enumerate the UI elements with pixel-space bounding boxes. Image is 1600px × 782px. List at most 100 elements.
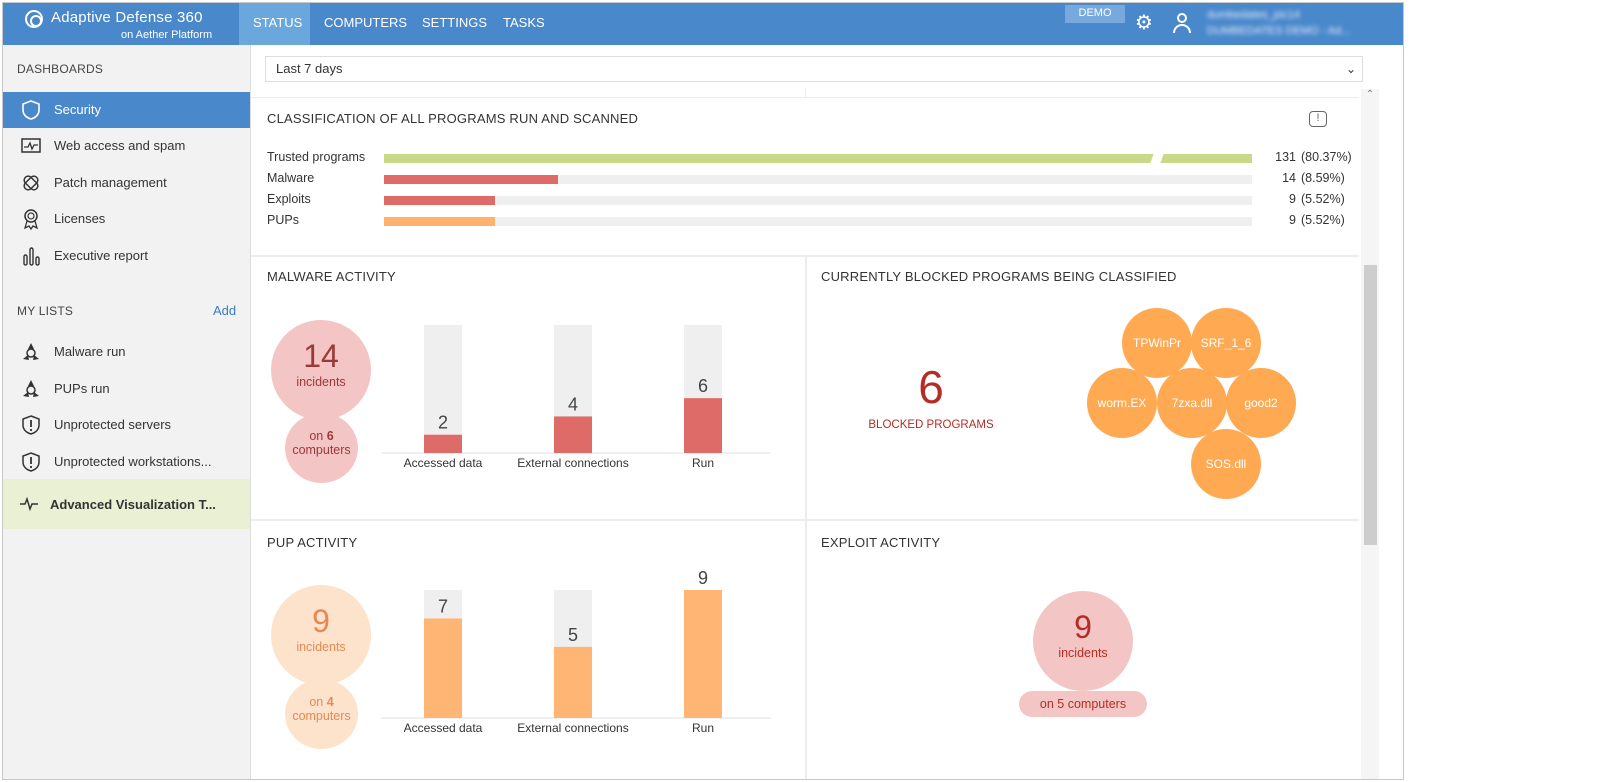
sidebar-item-malware-run[interactable]: Malware run xyxy=(3,334,250,370)
info-icon[interactable]: ! xyxy=(1309,111,1327,127)
blocked-program-bubble[interactable]: 7zxa.dll xyxy=(1157,368,1227,438)
exploit-incidents-circle[interactable]: 9 incidents xyxy=(1033,591,1133,691)
blocked-program-bubble[interactable]: good2 xyxy=(1226,368,1296,438)
sidebar-item-label: Security xyxy=(54,102,101,117)
activity-bar[interactable] xyxy=(424,434,462,453)
sidebar-item-licenses[interactable]: Licenses xyxy=(3,201,250,237)
blocked-programs-title: CURRENTLY BLOCKED PROGRAMS BEING CLASSIF… xyxy=(821,269,1177,284)
period-select[interactable]: Last 7 days ⌄ xyxy=(265,56,1363,82)
divider xyxy=(251,97,1359,98)
classification-bar-track xyxy=(384,175,1252,184)
classification-row-count: 9 xyxy=(1289,192,1296,206)
sidebar-item-label: Executive report xyxy=(54,248,148,263)
classification-bar xyxy=(384,217,496,226)
classification-title: CLASSIFICATION OF ALL PROGRAMS RUN AND S… xyxy=(267,111,639,126)
tab-tasks[interactable]: TASKS xyxy=(503,15,545,30)
sidebar-item-pups-run[interactable]: PUPs run xyxy=(3,371,250,407)
bar-value-label: 6 xyxy=(698,376,708,396)
tab-computers[interactable]: COMPUTERS xyxy=(324,15,408,30)
sidebar-item-patch-management[interactable]: Patch management xyxy=(3,165,250,201)
pup-incidents-circle[interactable]: 9 incidents xyxy=(271,585,371,685)
bar-category-label: External connections xyxy=(517,456,628,470)
app-platform: on Aether Platform xyxy=(121,29,213,41)
bar-value-label: 5 xyxy=(568,625,578,645)
blocked-program-bubble[interactable]: SRF_1_6 xyxy=(1191,308,1261,378)
user-icon[interactable] xyxy=(1171,11,1193,35)
sidebar-item-unprotected-workstations[interactable]: Unprotected workstations... xyxy=(3,444,250,480)
sidebar-item-label: PUPs run xyxy=(54,381,110,396)
pup-activity-title: PUP ACTIVITY xyxy=(267,535,358,550)
classification-row[interactable]: Trusted programs 131 (80.37%) xyxy=(267,149,1352,167)
sidebar-item-security[interactable]: Security xyxy=(3,92,250,128)
award-badge-icon xyxy=(23,209,39,230)
activity-bar[interactable] xyxy=(684,590,722,718)
bar-value-label: 7 xyxy=(438,596,448,616)
malware-incidents-count: 14 xyxy=(303,338,339,374)
blocked-count: 6 xyxy=(918,361,944,413)
classification-bar xyxy=(384,196,496,205)
my-lists-heading: MY LISTS xyxy=(17,304,74,318)
classification-row-count: 14 xyxy=(1282,171,1296,185)
classification-bar-track xyxy=(384,196,1252,205)
sidebar-item-unprotected-servers[interactable]: Unprotected servers xyxy=(3,407,250,443)
sidebar-item-label: Unprotected servers xyxy=(54,417,172,432)
pup-computers-count: 4 xyxy=(326,695,334,709)
user-account: DUMBEDATES DEMO - Ad... xyxy=(1207,25,1351,37)
classification-row-percent: (5.52%) xyxy=(1301,192,1345,206)
activity-bar[interactable] xyxy=(554,646,592,718)
classification-row[interactable]: Malware 14 (8.59%) xyxy=(267,170,1347,188)
bar-value-label: 4 xyxy=(568,394,578,414)
tab-status[interactable]: STATUS xyxy=(239,3,310,45)
malware-incidents-label: incidents xyxy=(296,375,346,389)
scrollbar[interactable]: ⌃ xyxy=(1361,89,1379,779)
exploit-computers-pill[interactable]: on 5 computers xyxy=(1019,691,1147,717)
scroll-up-icon[interactable]: ⌃ xyxy=(1365,89,1375,100)
divider xyxy=(251,519,1359,521)
scrollbar-thumb[interactable] xyxy=(1364,265,1377,545)
add-list-button[interactable]: Add xyxy=(213,303,237,318)
sidebar-item-executive-report[interactable]: Executive report xyxy=(3,238,250,274)
malware-computers-count: 6 xyxy=(326,429,334,443)
bar-category-label: Accessed data xyxy=(404,456,483,470)
blocked-program-bubble[interactable]: SOS.dll xyxy=(1191,429,1261,499)
gear-icon[interactable]: ⚙ xyxy=(1135,12,1153,34)
pup-incidents-count: 9 xyxy=(312,603,330,639)
user-account-info[interactable]: dumbedates_pic14 DUMBEDATES DEMO - Ad... xyxy=(1207,7,1387,39)
activity-bar[interactable] xyxy=(684,398,722,453)
biohazard-icon xyxy=(23,380,39,397)
malware-activity-chart: 2 Accessed data 4 External connections 6 Run xyxy=(381,325,771,470)
bar-chart-icon xyxy=(23,247,40,266)
classification-bar xyxy=(384,154,1252,163)
period-selected-value: Last 7 days xyxy=(276,61,343,76)
pup-activity-chart: 7 Accessed data 5 External connections 9 Run xyxy=(381,568,771,735)
sidebar-item-label: Malware run xyxy=(54,344,126,359)
classification-row-name: Malware xyxy=(267,171,315,185)
classification-row-percent: (80.37%) xyxy=(1301,150,1352,164)
pup-computers-prefix: on xyxy=(309,695,324,709)
top-navigation-bar: Adaptive Defense 360 on Aether Platform … xyxy=(3,3,1403,45)
tab-settings[interactable]: SETTINGS xyxy=(422,15,488,30)
blocked-program-bubble[interactable]: TPWinPr xyxy=(1122,308,1192,378)
web-monitor-icon xyxy=(21,138,41,153)
activity-bar[interactable] xyxy=(554,416,592,453)
pup-computers-circle[interactable]: on 4 computers xyxy=(285,679,358,749)
bar-category-label: Run xyxy=(692,456,714,470)
brand[interactable]: Adaptive Defense 360 on Aether Platform xyxy=(25,8,225,42)
shield-alert-icon xyxy=(22,452,40,472)
shield-alert-icon xyxy=(22,415,40,435)
app-window: Adaptive Defense 360 on Aether Platform … xyxy=(2,2,1404,780)
main-content: Last 7 days ⌄ CLASSIFICATION OF ALL PROG… xyxy=(251,45,1403,779)
malware-computers-prefix: on xyxy=(309,429,324,443)
malware-incidents-circle[interactable]: 14 incidents xyxy=(271,320,371,420)
sidebar-item-web-access[interactable]: Web access and spam xyxy=(3,128,250,164)
sidebar-item-advanced-visualization[interactable]: Advanced Visualization T... xyxy=(3,479,250,529)
classification-row-percent: (5.52%) xyxy=(1301,213,1345,227)
malware-computers-circle[interactable]: on 6 computers xyxy=(285,413,358,483)
classification-row[interactable]: PUPs 9 (5.52%) xyxy=(267,212,1347,230)
sidebar-item-label: Unprotected workstations... xyxy=(54,454,212,469)
classification-row-count: 131 xyxy=(1275,150,1296,164)
classification-row-count: 9 xyxy=(1289,213,1296,227)
classification-row[interactable]: Exploits 9 (5.52%) xyxy=(267,191,1347,209)
activity-bar[interactable] xyxy=(424,618,462,718)
blocked-program-bubble[interactable]: worm.EX xyxy=(1087,368,1157,438)
